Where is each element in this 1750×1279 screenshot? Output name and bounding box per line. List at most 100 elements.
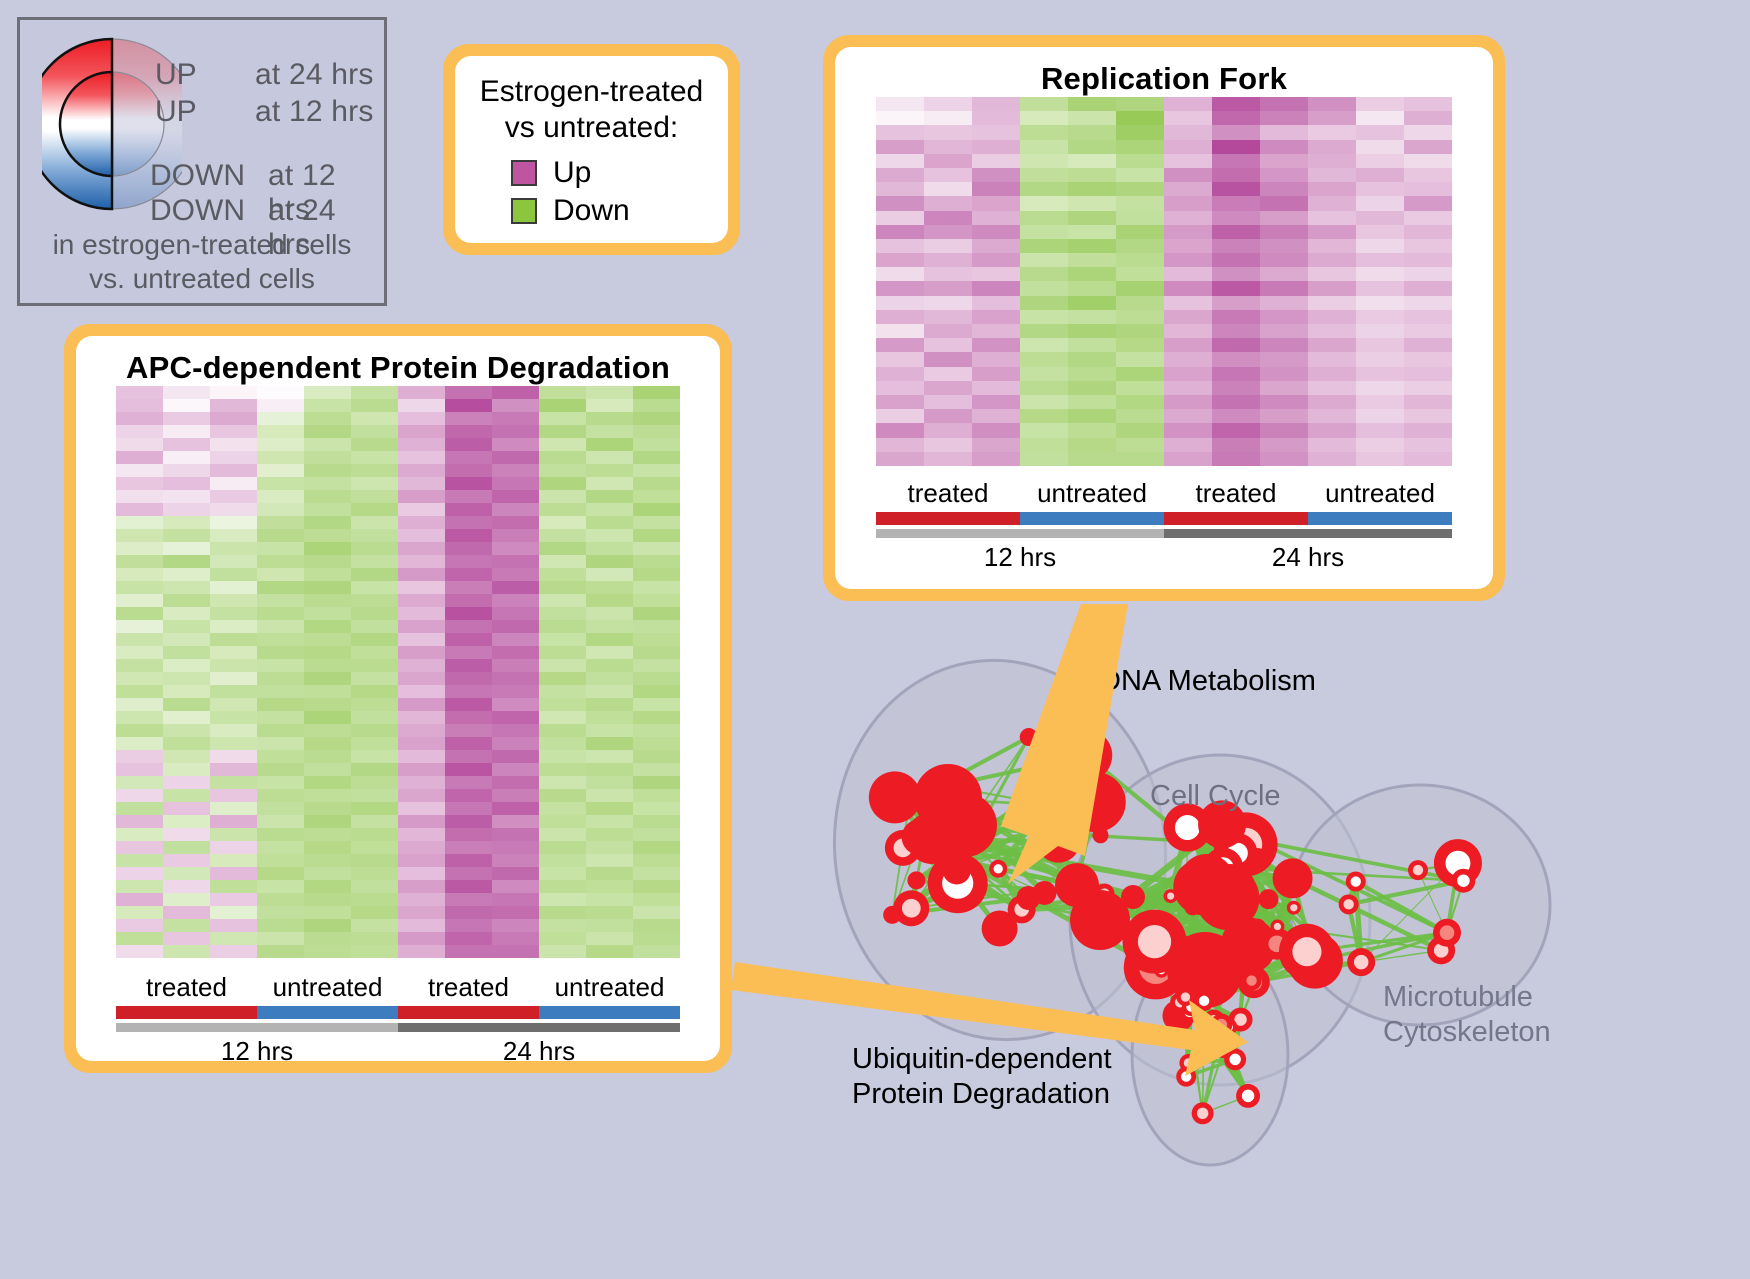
heatmap-cell: [163, 620, 210, 633]
heatmap-cell: [257, 711, 304, 724]
heatmap-cell: [1068, 182, 1116, 197]
heatmap-cell: [972, 451, 1020, 466]
heatmap-cell: [1068, 125, 1116, 140]
heatmap-cell: [1116, 394, 1164, 410]
heatmap-cell: [210, 451, 257, 464]
network-node: [1198, 800, 1247, 849]
heatmap-cell: [1404, 153, 1452, 168]
heatmap-cell: [1404, 352, 1452, 367]
heatmap-cell: [163, 633, 210, 646]
heatmap-cell: [586, 750, 633, 763]
heatmap-cell: [351, 451, 398, 464]
heatmap-cell: [1068, 139, 1116, 154]
heatmap-cell: [1260, 196, 1308, 211]
network-node: [868, 771, 921, 824]
heatmap-cell: [1356, 352, 1404, 367]
cluster-label-ubiquitin-line2: Protein Degradation: [852, 1077, 1110, 1110]
heatmap-cell: [398, 906, 445, 919]
heatmap-cell: [304, 542, 351, 555]
heatmap-cell: [1020, 338, 1068, 353]
heatmap-cell: [1356, 338, 1404, 353]
heatmap-cell: [116, 438, 163, 451]
heatmap-cell: [972, 309, 1020, 324]
heatmap-cell: [257, 854, 304, 867]
heatmap-cell: [876, 125, 924, 140]
heatmap-cell: [633, 919, 680, 932]
heatmap-cell: [257, 776, 304, 789]
heatmap-cell: [539, 945, 586, 958]
heatmap-cell: [1164, 210, 1212, 225]
heatmap-cell: [1020, 153, 1068, 168]
heatmap-cell: [1260, 309, 1308, 324]
heatmap-cell: [586, 659, 633, 672]
heatmap-cell: [1020, 451, 1068, 466]
heatmap-cell: [210, 633, 257, 646]
heatmap-cell: [492, 919, 539, 932]
heatmap-cell: [116, 581, 163, 594]
heatmap-cell: [1212, 182, 1260, 197]
heatmap-cell: [1116, 97, 1164, 112]
legend-timing-down-12: at 12 hrs: [268, 159, 336, 226]
heatmap-cell: [1356, 437, 1404, 452]
heatmap-cell: [633, 685, 680, 698]
heatmap-cell: [1116, 139, 1164, 154]
heatmap-cell: [116, 412, 163, 425]
heatmap-cell: [1260, 139, 1308, 154]
heatmap-cell: [398, 763, 445, 776]
heatmap-cell: [1260, 182, 1308, 197]
heatmap-cell: [924, 267, 972, 282]
heatmap-cell: [210, 776, 257, 789]
heatmap-cell: [351, 854, 398, 867]
heatmap-cell: [163, 607, 210, 620]
heatmap-cell: [876, 182, 924, 197]
heatmap-cell: [257, 724, 304, 737]
heatmap-cell: [1020, 238, 1068, 254]
heatmap-cell: [163, 906, 210, 919]
heatmap-cell: [445, 633, 492, 646]
heatmap-cell: [116, 750, 163, 763]
heatmap-cell: [445, 711, 492, 724]
heatmap-cell: [972, 437, 1020, 452]
heatmap-cell: [445, 672, 492, 685]
heatmap-cell: [1212, 210, 1260, 225]
heatmap-cell: [586, 477, 633, 490]
heatmap-cell: [304, 698, 351, 711]
heatmap-cell: [586, 412, 633, 425]
network-node: [1248, 918, 1267, 937]
heatmap-cell: [972, 409, 1020, 424]
cluster-label-microtubule-line2: Cytoskeleton: [1383, 1015, 1551, 1048]
heatmap-cell: [163, 867, 210, 880]
heatmap-cell: [586, 802, 633, 815]
heatmap-cell: [210, 893, 257, 906]
heatmap-cell: [210, 867, 257, 880]
heatmap-cell: [163, 880, 210, 893]
heatmap-cell: [210, 620, 257, 633]
heatmap-cell: [116, 893, 163, 906]
heatmap-cell: [163, 646, 210, 659]
heatmap-cell: [539, 815, 586, 828]
heatmap-cell: [1212, 224, 1260, 239]
heatmap-cell: [116, 724, 163, 737]
heatmap-cell: [972, 125, 1020, 140]
heatmap-cell: [586, 438, 633, 451]
heatmap-cell: [257, 464, 304, 477]
heatmap-cell: [116, 451, 163, 464]
heatmap-cell: [1404, 125, 1452, 140]
heatmap-cell: [445, 490, 492, 503]
heatmap-cell: [876, 437, 924, 452]
heatmap-cell: [398, 607, 445, 620]
heatmap-cell: [539, 802, 586, 815]
network-node: [1204, 864, 1256, 916]
heatmap-cell: [257, 594, 304, 607]
axis-group-label-1: untreated: [1037, 477, 1147, 508]
heatmap-cell: [972, 281, 1020, 296]
heatmap-cell: [257, 841, 304, 854]
heatmap-cell: [116, 802, 163, 815]
network-node: [1025, 782, 1070, 827]
heatmap-cell: [924, 97, 972, 112]
heatmap-cell: [633, 425, 680, 438]
heatmap-cell: [1068, 111, 1116, 126]
axis-group-bar-2: [1164, 511, 1308, 525]
heatmap-cell: [1212, 324, 1260, 339]
heatmap-cell: [257, 477, 304, 490]
